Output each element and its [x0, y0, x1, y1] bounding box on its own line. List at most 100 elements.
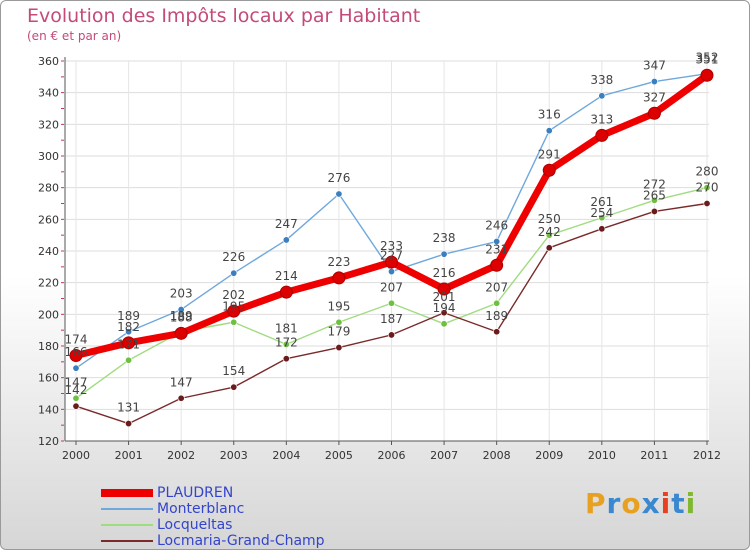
data-point-locqueltas — [125, 356, 133, 364]
x-tick-label: 2008 — [483, 449, 511, 462]
data-label-locqueltas: 189 — [170, 309, 193, 323]
data-point-locmaria-grand-champ — [545, 244, 553, 252]
data-point-monterblanc — [387, 268, 395, 276]
data-label-plaudren: 223 — [327, 255, 350, 269]
data-point-locqueltas — [493, 299, 501, 307]
data-point-locmaria-grand-champ — [282, 355, 290, 363]
x-tick-label: 2000 — [62, 449, 90, 462]
data-point-plaudren — [69, 349, 83, 362]
legend-item-plaudren: PLAUDREN — [101, 485, 325, 501]
data-point-monterblanc — [125, 328, 133, 336]
x-tick-label: 2003 — [220, 449, 248, 462]
data-point-plaudren — [122, 336, 136, 350]
data-label-monterblanc: 247 — [275, 217, 298, 231]
data-label-locqueltas: 195 — [222, 299, 245, 313]
data-point-locqueltas — [598, 214, 606, 222]
data-label-monterblanc: 189 — [117, 309, 140, 323]
data-point-locmaria-grand-champ — [387, 331, 395, 339]
x-tick-label: 2002 — [167, 449, 195, 462]
chart-title: Evolution des Impôts locaux par Habitant — [27, 5, 421, 27]
data-label-plaudren: 291 — [538, 147, 561, 161]
data-point-plaudren — [595, 128, 609, 142]
data-label-monterblanc: 238 — [433, 231, 456, 245]
data-point-locmaria-grand-champ — [440, 309, 448, 317]
x-tick-label: 2011 — [640, 449, 668, 462]
data-point-monterblanc — [440, 250, 448, 258]
y-tick-label: 160 — [38, 372, 59, 385]
legend-item-locqueltas: Locqueltas — [101, 517, 325, 533]
data-label-locqueltas: 147 — [65, 375, 88, 389]
data-point-locqueltas — [282, 340, 290, 348]
data-point-locmaria-grand-champ — [72, 402, 80, 410]
x-tick-label: 2006 — [378, 449, 406, 462]
data-label-locqueltas: 261 — [590, 195, 613, 209]
data-label-monterblanc: 276 — [327, 171, 350, 185]
data-point-monterblanc — [72, 364, 80, 372]
data-label-monterblanc: 203 — [170, 287, 193, 301]
data-label-locqueltas: 195 — [327, 299, 350, 313]
data-label-locqueltas: 171 — [117, 337, 140, 351]
data-label-monterblanc: 352 — [696, 51, 719, 65]
legend-label: Locmaria-Grand-Champ — [157, 533, 325, 549]
data-label-monterblanc: 347 — [643, 59, 666, 73]
data-label-locmaria-grand-champ: 189 — [485, 309, 508, 323]
legend-swatch — [101, 540, 153, 542]
data-label-locmaria-grand-champ: 147 — [170, 375, 193, 389]
data-label-locmaria-grand-champ: 179 — [327, 325, 350, 339]
y-tick-label: 340 — [38, 87, 59, 100]
data-point-monterblanc — [493, 238, 501, 246]
data-label-monterblanc: 246 — [485, 219, 508, 233]
data-label-locmaria-grand-champ: 154 — [222, 364, 245, 378]
y-tick-label: 300 — [38, 150, 59, 163]
data-point-plaudren — [437, 282, 451, 296]
data-label-locqueltas: 207 — [380, 280, 403, 294]
x-tick-label: 2009 — [535, 449, 563, 462]
data-label-locmaria-grand-champ: 187 — [380, 312, 403, 326]
y-tick-label: 180 — [38, 340, 59, 353]
data-label-plaudren: 231 — [485, 242, 508, 256]
data-label-locmaria-grand-champ: 201 — [433, 290, 456, 304]
data-label-locmaria-grand-champ: 270 — [696, 181, 719, 195]
data-point-locmaria-grand-champ — [230, 383, 238, 391]
data-point-locmaria-grand-champ — [650, 207, 658, 215]
data-point-locmaria-grand-champ — [125, 420, 133, 428]
data-label-locmaria-grand-champ: 131 — [117, 401, 140, 415]
data-point-monterblanc — [598, 92, 606, 100]
data-label-locqueltas: 280 — [696, 165, 719, 179]
data-point-locmaria-grand-champ — [177, 394, 185, 402]
data-label-monterblanc: 226 — [222, 250, 245, 264]
data-point-plaudren — [647, 106, 661, 120]
data-point-locqueltas — [545, 231, 553, 239]
data-label-locmaria-grand-champ: 172 — [275, 336, 298, 350]
logo-letter: x — [641, 487, 661, 520]
proxiti-logo: Proxiti — [585, 487, 696, 520]
data-label-plaudren: 351 — [696, 52, 719, 66]
legend-item-locmaria-grand-champ: Locmaria-Grand-Champ — [101, 533, 325, 549]
data-point-plaudren — [227, 304, 241, 318]
data-point-locmaria-grand-champ — [598, 225, 606, 233]
legend-label: PLAUDREN — [157, 485, 234, 501]
y-tick-label: 260 — [38, 213, 59, 226]
data-label-plaudren: 174 — [65, 333, 88, 347]
data-point-plaudren — [385, 255, 398, 269]
data-point-plaudren — [700, 68, 714, 82]
legend-label: Locqueltas — [157, 517, 233, 533]
data-point-locqueltas — [387, 299, 395, 307]
y-tick-label: 220 — [38, 277, 59, 290]
chart-legend: PLAUDREN Monterblanc Locqueltas Locmaria-Gr… — [101, 485, 325, 549]
y-tick-label: 360 — [38, 55, 59, 68]
data-label-plaudren: 233 — [380, 239, 403, 253]
x-tick-label: 2005 — [325, 449, 353, 462]
data-point-monterblanc — [335, 190, 343, 198]
logo-letter: o — [621, 487, 642, 520]
logo-letter: i — [660, 487, 672, 520]
data-point-locmaria-grand-champ — [335, 344, 343, 352]
data-label-plaudren: 202 — [222, 288, 245, 302]
data-label-locmaria-grand-champ: 254 — [590, 206, 613, 220]
data-point-locqueltas — [650, 196, 658, 204]
data-label-plaudren: 327 — [643, 90, 666, 104]
data-label-monterblanc: 316 — [538, 108, 561, 122]
data-label-locqueltas: 207 — [485, 280, 508, 294]
